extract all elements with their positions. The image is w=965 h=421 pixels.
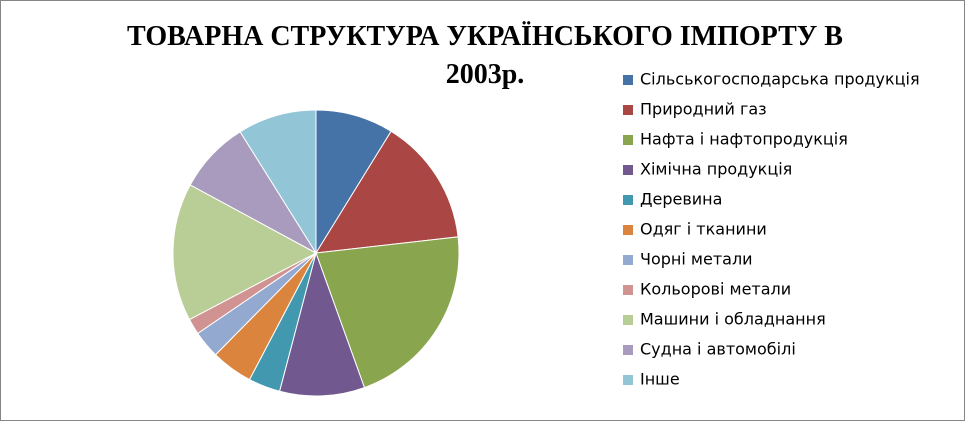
pie-slice: [172, 184, 318, 321]
pie-slice: [239, 109, 317, 255]
pie-slice: [278, 251, 366, 397]
chart-title: ТОВАРНА СТРУКТУРА УКРАЇНСЬКОГО ІМПОРТУ В…: [127, 21, 843, 90]
legend-label: Судна і автомобілі: [640, 340, 796, 359]
legend-label: Кольорові метали: [640, 280, 791, 299]
legend-label: Одяг і тканини: [640, 220, 767, 239]
legend-label: Інше: [640, 370, 680, 389]
legend-swatch: [623, 195, 633, 205]
legend-swatch: [623, 165, 633, 175]
legend-swatch: [623, 225, 633, 235]
legend-swatch: [623, 345, 633, 355]
legend-swatch: [623, 105, 633, 115]
legend-swatch: [623, 375, 633, 385]
legend-swatch: [623, 135, 633, 145]
legend-swatch: [623, 255, 633, 265]
pie-slice: [315, 236, 460, 389]
pie-slice: [315, 130, 459, 254]
legend-label: Машини і обладнання: [640, 310, 826, 329]
legend-label: Чорні метали: [640, 250, 753, 269]
legend-swatch: [623, 285, 633, 295]
legend-swatch: [623, 75, 633, 85]
legend-label: Природний газ: [640, 100, 767, 119]
legend-label: Нафта і нафтопродукція: [640, 130, 848, 149]
legend-label: Хімічна продукція: [640, 160, 792, 179]
legend-label: Деревина: [640, 190, 722, 209]
legend-label: Сільськогосподарська продукція: [640, 70, 920, 89]
legend-swatch: [623, 315, 633, 325]
